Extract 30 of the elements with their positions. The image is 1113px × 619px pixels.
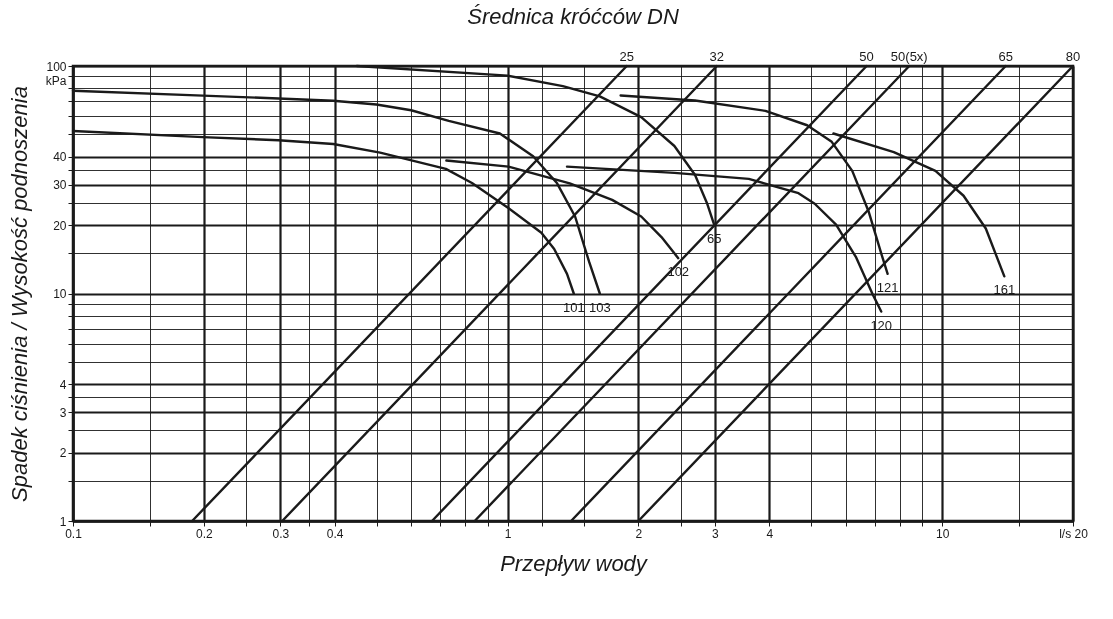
y-tick-label: 30: [53, 178, 67, 193]
series-label: 65: [998, 49, 1013, 64]
y-tick-label: 40: [53, 150, 67, 165]
series-label: 161: [993, 282, 1016, 298]
series-label: 50(5x): [890, 49, 928, 64]
y-tick-label: 1: [59, 514, 67, 529]
y-tick-label: 4: [59, 377, 67, 392]
series-label: 25: [619, 49, 634, 64]
series-label: 50: [859, 49, 874, 64]
y-tick-label: 3: [59, 405, 67, 420]
y-tick-label: 10: [53, 287, 67, 301]
x-tick-label: 0.3: [272, 526, 290, 541]
x-tick-label: l/s 20: [1059, 526, 1089, 541]
x-axis-title: Przepływ wody: [500, 550, 649, 576]
series-label: 80: [1065, 49, 1081, 64]
x-tick-label: 0.2: [195, 526, 213, 541]
x-tick-label: 3: [712, 526, 720, 541]
y-tick-label: 2: [59, 446, 67, 461]
x-tick-label: 1: [504, 526, 512, 541]
series-label: 121: [876, 279, 899, 295]
x-tick-label: 0.1: [65, 526, 83, 541]
x-tick-label: 0.4: [326, 526, 344, 541]
x-tick-label: 10: [936, 526, 950, 541]
y-axis-title: Spadek ciśnienia / Wysokość podnoszenia: [6, 86, 32, 502]
y-tick-label: 20: [53, 218, 67, 233]
x-tick-label: 4: [766, 526, 774, 541]
chart-title: Średnica króćców DN: [467, 4, 679, 29]
x-tick-label: 2: [635, 526, 643, 541]
y-tick-label: 100 kPa: [45, 59, 67, 88]
series-label: 32: [709, 49, 725, 64]
